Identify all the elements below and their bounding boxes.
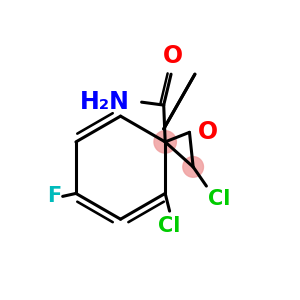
Text: H₂N: H₂N <box>80 90 130 114</box>
Text: O: O <box>164 44 184 68</box>
Circle shape <box>183 157 203 177</box>
Text: O: O <box>198 120 218 144</box>
Text: Cl: Cl <box>208 189 230 209</box>
Text: Cl: Cl <box>158 215 181 236</box>
Circle shape <box>154 131 176 153</box>
Text: F: F <box>47 186 61 206</box>
